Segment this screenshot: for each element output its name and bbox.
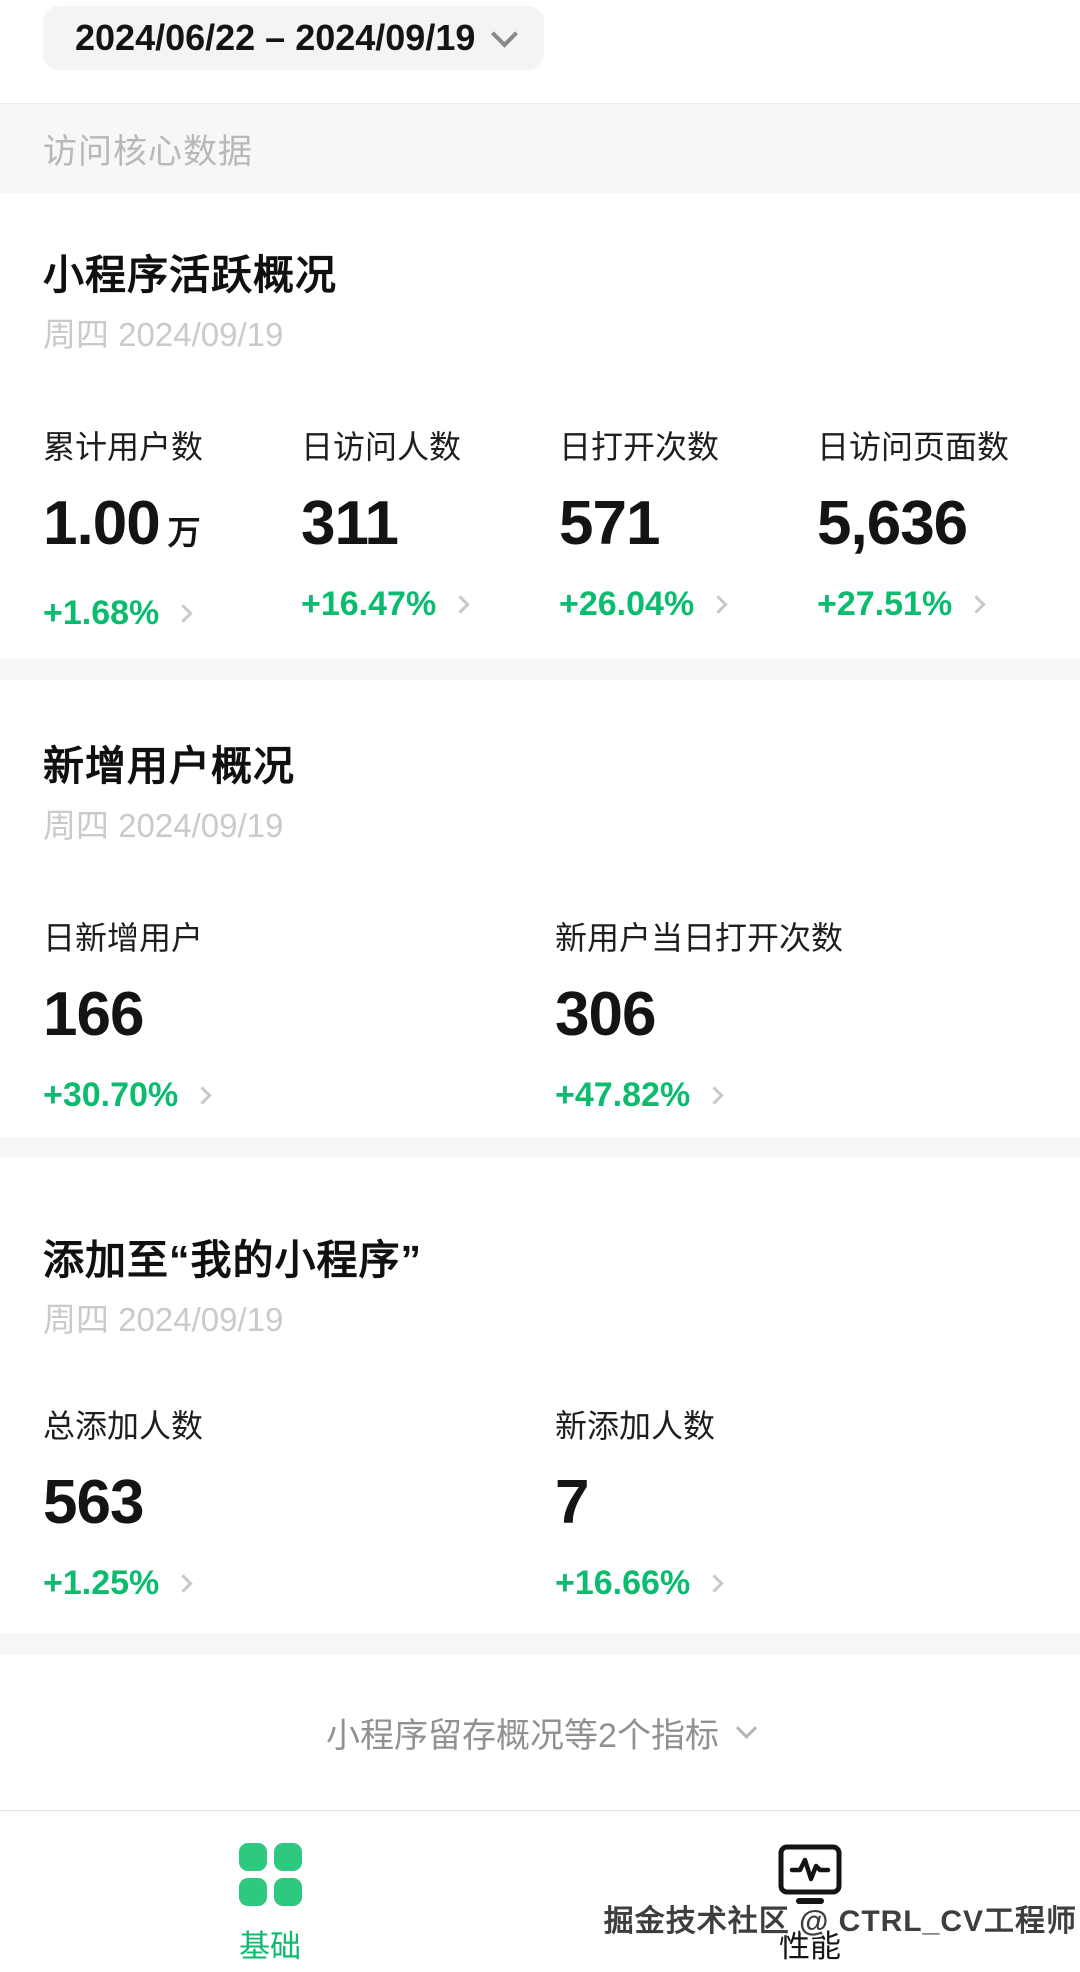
- more-metrics-label: 小程序留存概况等2个指标: [326, 1717, 719, 1755]
- metric-value: 306: [555, 980, 656, 1049]
- tab-label: 性能: [779, 1929, 841, 1964]
- card-activity-overview: 小程序活跃概况 周四 2024/09/19 累计用户数 1.00 万 +1.68%…: [0, 193, 1080, 659]
- metrics-row: 累计用户数 1.00 万 +1.68% 日访问人数 311 +16.47% 日打开…: [43, 427, 1037, 634]
- monitor-pulse-icon: [778, 1844, 842, 1904]
- card-title: 新增用户概况: [43, 743, 295, 789]
- metric-change-link[interactable]: +16.47%: [301, 583, 559, 625]
- metrics-row: 总添加人数 563 +1.25% 新添加人数 7 +16.66%: [43, 1406, 1037, 1604]
- metric-value: 166: [43, 980, 144, 1049]
- date-range-picker[interactable]: 2024/06/22 – 2024/09/19: [43, 6, 545, 70]
- metric-daily-visitors: 日访问人数 311 +16.47%: [301, 427, 559, 634]
- divider-strip: [0, 659, 1080, 680]
- metric-label: 日新增用户: [43, 920, 204, 956]
- metric-total-users: 累计用户数 1.00 万 +1.68%: [43, 427, 301, 634]
- card-date: 周四 2024/09/19: [43, 316, 284, 353]
- metric-label: 日打开次数: [559, 429, 720, 465]
- card-date: 周四 2024/09/19: [43, 807, 284, 844]
- tab-basic[interactable]: 基础: [0, 1811, 540, 1972]
- card-title: 小程序活跃概况: [43, 252, 337, 298]
- card-added-to-favorites: 添加至“我的小程序” 周四 2024/09/19 总添加人数 563 +1.25…: [0, 1158, 1080, 1633]
- metric-label: 日访问人数: [301, 429, 462, 465]
- chevron-right-icon: [174, 603, 193, 623]
- metric-unit: 万: [167, 514, 201, 551]
- metric-label: 累计用户数: [43, 429, 204, 465]
- metric-daily-opens: 日打开次数 571 +26.04%: [559, 427, 817, 634]
- metric-total-added: 总添加人数 563 +1.25%: [43, 1406, 555, 1604]
- metric-value: 7: [555, 1468, 589, 1537]
- card-date: 周四 2024/09/19: [43, 1301, 284, 1338]
- card-title: 添加至“我的小程序”: [43, 1237, 422, 1283]
- metric-new-user-opens: 新用户当日打开次数 306 +47.82%: [555, 918, 1067, 1116]
- chevron-right-icon: [967, 594, 986, 614]
- metric-change-link[interactable]: +16.66%: [555, 1562, 1067, 1604]
- chevron-down-icon: [735, 1717, 758, 1739]
- chevron-down-icon: [491, 20, 519, 48]
- metric-change-link[interactable]: +27.51%: [817, 583, 1075, 625]
- metric-label: 新添加人数: [555, 1408, 716, 1444]
- section-header: 访问核心数据: [0, 103, 1080, 193]
- metric-daily-new-users: 日新增用户 166 +30.70%: [43, 918, 555, 1116]
- metric-label: 总添加人数: [43, 1408, 204, 1444]
- metrics-row: 日新增用户 166 +30.70% 新用户当日打开次数 306 +47.82%: [43, 918, 1037, 1116]
- divider-strip: [0, 1137, 1080, 1158]
- chevron-right-icon: [709, 594, 728, 614]
- metric-newly-added: 新添加人数 7 +16.66%: [555, 1406, 1067, 1604]
- metric-change-link[interactable]: +30.70%: [43, 1074, 555, 1116]
- header: 2024/06/22 – 2024/09/19: [0, 0, 1080, 103]
- metric-change-link[interactable]: +47.82%: [555, 1074, 1067, 1116]
- section-header-label: 访问核心数据: [43, 133, 253, 171]
- tab-performance[interactable]: 性能: [540, 1811, 1080, 1972]
- metric-label: 日访问页面数: [817, 429, 1010, 465]
- metric-change-link[interactable]: +26.04%: [559, 583, 817, 625]
- metric-value: 311: [301, 489, 399, 558]
- metric-value: 5,636: [817, 489, 968, 558]
- date-range-label: 2024/06/22 – 2024/09/19: [75, 17, 476, 58]
- tab-label: 基础: [239, 1929, 301, 1964]
- chevron-right-icon: [705, 1573, 724, 1593]
- metric-value: 563: [43, 1468, 144, 1537]
- metric-daily-pageviews: 日访问页面数 5,636 +27.51%: [817, 427, 1075, 634]
- more-metrics-expander[interactable]: 小程序留存概况等2个指标: [0, 1655, 1080, 1810]
- chevron-right-icon: [705, 1085, 724, 1105]
- metric-value: 1.00 万: [43, 489, 301, 568]
- metric-change-link[interactable]: +1.68%: [43, 592, 301, 634]
- metric-change-link[interactable]: +1.25%: [43, 1562, 555, 1604]
- divider-strip: [0, 1633, 1080, 1655]
- bottom-tab-bar: 基础 性能: [0, 1810, 1080, 1972]
- metric-label: 新用户当日打开次数: [555, 920, 844, 956]
- metric-value: 571: [559, 489, 660, 558]
- chevron-right-icon: [193, 1085, 212, 1105]
- chevron-right-icon: [174, 1573, 193, 1593]
- grid-icon: [238, 1843, 302, 1906]
- card-new-users-overview: 新增用户概况 周四 2024/09/19 日新增用户 166 +30.70% 新…: [0, 680, 1080, 1137]
- chevron-right-icon: [451, 594, 470, 614]
